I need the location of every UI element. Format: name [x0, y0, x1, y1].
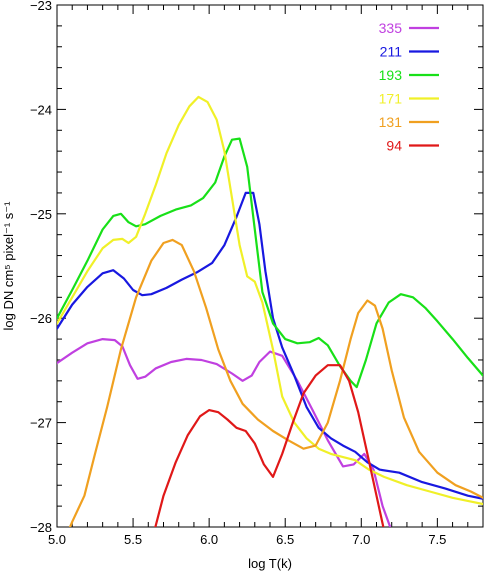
series-line-171 [57, 95, 483, 506]
x-tick-label: 5.5 [124, 532, 142, 547]
x-tick-label: 5.0 [48, 532, 66, 547]
series-lines [57, 95, 483, 527]
series-line-211 [57, 191, 483, 500]
series-line-94 [154, 364, 385, 527]
y-tick-label: −23 [30, 0, 52, 13]
legend-label-335: 335 [379, 20, 403, 36]
series-line-131 [68, 238, 483, 527]
series-line-193 [57, 137, 483, 389]
y-axis-label: log DN cm⁵ pixel⁻¹ s⁻¹ [1, 201, 16, 331]
x-tick-label: 6.5 [276, 532, 294, 547]
y-tick-label: −27 [30, 416, 52, 431]
y-tick-label: −24 [30, 102, 52, 117]
y-tick-label: −26 [30, 311, 52, 326]
y-tick-label: −25 [30, 207, 52, 222]
legend-label-171: 171 [379, 91, 403, 107]
legend-label-211: 211 [380, 44, 403, 60]
y-tick-label: −28 [30, 520, 52, 535]
legend-label-131: 131 [379, 114, 403, 130]
x-axis-label: log T(k) [248, 556, 292, 571]
legend-label-94: 94 [386, 138, 402, 154]
legend: 335 211 193 171 131 94 [379, 20, 439, 154]
x-tick-label: 7.5 [428, 532, 446, 547]
x-tick-label: 6.0 [200, 532, 218, 547]
x-tick-label: 7.0 [352, 532, 370, 547]
series-line-335 [57, 338, 392, 527]
legend-label-193: 193 [379, 67, 403, 83]
plot-frame [56, 4, 484, 528]
axis-ticks: 5.0 5.5 6.0 6.5 7.0 7.5 −28 −27 −26 −25 −24 −23 [30, 0, 484, 547]
